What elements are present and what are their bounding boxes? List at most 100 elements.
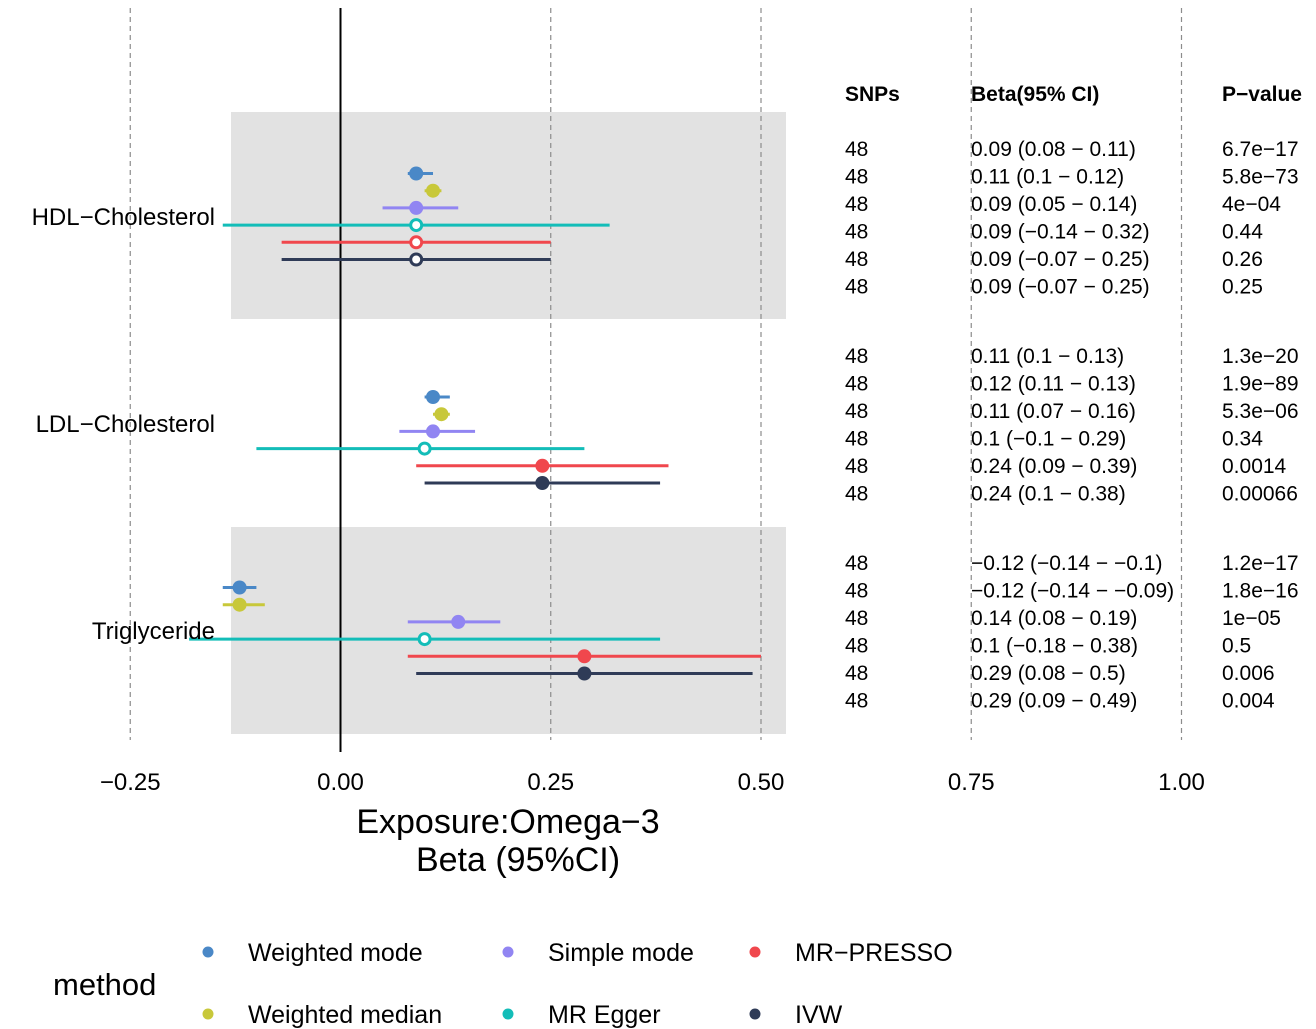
legend-swatch xyxy=(749,1008,761,1020)
x-axis-ticks: −0.25 0.00 0.25 0.50 0.75 1.00 xyxy=(100,769,1205,796)
table-snps: 48 xyxy=(845,166,868,189)
outcome-label: HDL−Cholesterol xyxy=(32,204,215,231)
estimate-point xyxy=(409,218,424,233)
table-pvalue: 6.7e−17 xyxy=(1222,138,1299,161)
legend-label: Weighted median xyxy=(248,1001,442,1029)
table-snps: 48 xyxy=(845,138,868,161)
x-tick-label: 0.50 xyxy=(738,769,785,796)
table-header: SNPs xyxy=(845,83,900,106)
table-pvalue: 0.5 xyxy=(1222,635,1251,658)
table-beta-ci: −0.12 (−0.14 − −0.1) xyxy=(971,552,1162,575)
table-snps: 48 xyxy=(845,483,868,506)
outcome-label: LDL−Cholesterol xyxy=(36,411,215,438)
table-beta-ci: 0.12 (0.11 − 0.13) xyxy=(971,373,1136,396)
table-pvalue: 0.25 xyxy=(1222,276,1263,299)
table-pvalue: 1.2e−17 xyxy=(1222,552,1299,575)
x-tick-label: 0.25 xyxy=(527,769,574,796)
x-axis-subtitle: Beta (95%CI) xyxy=(416,841,620,879)
estimate-point xyxy=(232,580,247,595)
table-snps: 48 xyxy=(845,400,868,423)
estimate-point xyxy=(409,166,424,181)
table-beta-ci: 0.29 (0.08 − 0.5) xyxy=(971,662,1126,685)
table-beta-ci: 0.09 (0.08 − 0.11) xyxy=(971,138,1136,161)
table-snps: 48 xyxy=(845,552,868,575)
table-beta-ci: 0.24 (0.1 − 0.38) xyxy=(971,483,1126,506)
estimate-point xyxy=(535,476,550,490)
estimate-point xyxy=(434,407,449,422)
table-snps: 48 xyxy=(845,607,868,630)
table-beta-ci: 0.09 (−0.14 − 0.32) xyxy=(971,221,1150,244)
x-tick-label: 1.00 xyxy=(1158,769,1205,796)
table-pvalue: 0.006 xyxy=(1222,662,1275,685)
table-header: P−value xyxy=(1222,83,1302,106)
table-pvalue: 0.44 xyxy=(1222,221,1263,244)
table-snps: 48 xyxy=(845,635,868,658)
x-tick-label: −0.25 xyxy=(100,769,161,796)
table-snps: 48 xyxy=(845,580,868,603)
grid-lines xyxy=(129,8,1183,740)
estimate-points xyxy=(232,166,592,681)
estimate-point xyxy=(426,183,441,198)
legend-label: MR Egger xyxy=(548,1001,661,1029)
estimate-point xyxy=(577,666,592,681)
legend-label: Simple mode xyxy=(548,939,694,967)
table-snps: 48 xyxy=(845,345,868,368)
table-pvalue: 5.8e−73 xyxy=(1222,166,1299,189)
legend-label: IVW xyxy=(795,1001,843,1029)
legend-swatch xyxy=(502,946,514,958)
x-tick-label: 0.75 xyxy=(948,769,995,796)
table-pvalue: 1.9e−89 xyxy=(1222,373,1299,396)
table-snps: 48 xyxy=(845,276,868,299)
table-snps: 48 xyxy=(845,690,868,713)
table-snps: 48 xyxy=(845,193,868,216)
table-snps: 48 xyxy=(845,662,868,685)
estimate-point xyxy=(426,424,441,439)
estimate-point xyxy=(426,390,441,404)
outcome-labels: HDL−Cholesterol LDL−Cholesterol Triglyceri… xyxy=(32,204,215,645)
table-header: Beta(95% CI) xyxy=(971,83,1099,106)
outcome-band xyxy=(231,112,786,319)
table-pvalue: 0.34 xyxy=(1222,428,1263,451)
table-beta-ci: 0.09 (0.05 − 0.14) xyxy=(971,193,1137,216)
estimate-point xyxy=(577,649,592,664)
legend-label: MR−PRESSO xyxy=(795,939,953,967)
results-table: SNPs Beta(95% CI) P−value 48 0.09 (0.08 − 0.… xyxy=(845,83,1302,713)
table-beta-ci: 0.24 (0.09 − 0.39) xyxy=(971,455,1137,478)
table-snps: 48 xyxy=(845,373,868,396)
table-pvalue: 1e−05 xyxy=(1222,607,1281,630)
table-pvalue: 0.004 xyxy=(1222,690,1275,713)
table-pvalue: 1.3e−20 xyxy=(1222,345,1299,368)
outcome-bands xyxy=(231,112,786,734)
legend-swatch xyxy=(749,946,761,958)
estimate-point xyxy=(535,458,550,473)
table-beta-ci: 0.09 (−0.07 − 0.25) xyxy=(971,248,1150,271)
legend-swatch xyxy=(502,1008,514,1020)
table-beta-ci: 0.29 (0.09 − 0.49) xyxy=(971,690,1137,713)
table-beta-ci: 0.14 (0.08 − 0.19) xyxy=(971,607,1137,630)
table-pvalue: 0.0014 xyxy=(1222,455,1287,478)
table-beta-ci: 0.1 (−0.18 − 0.38) xyxy=(971,635,1138,658)
legend-swatch xyxy=(202,1008,214,1020)
table-snps: 48 xyxy=(845,455,868,478)
table-pvalue: 0.00066 xyxy=(1222,483,1298,506)
estimate-point xyxy=(409,235,424,250)
x-axis-title: Exposure:Omega−3 xyxy=(356,803,659,841)
table-beta-ci: 0.09 (−0.07 − 0.25) xyxy=(971,276,1150,299)
estimate-point xyxy=(417,632,432,647)
legend-label: Weighted mode xyxy=(248,939,423,967)
table-beta-ci: −0.12 (−0.14 − −0.09) xyxy=(971,580,1174,603)
table-pvalue: 1.8e−16 xyxy=(1222,580,1299,603)
estimate-point xyxy=(451,614,466,629)
outcome-label: Triglyceride xyxy=(92,618,215,645)
x-tick-label: 0.00 xyxy=(317,769,364,796)
table-beta-ci: 0.11 (0.1 − 0.13) xyxy=(971,345,1124,368)
table-pvalue: 0.26 xyxy=(1222,248,1263,271)
legend-title: method xyxy=(53,967,156,1002)
legend: method Weighted mode Simple mode MR−PRESSO… xyxy=(53,939,953,1029)
table-pvalue: 5.3e−06 xyxy=(1222,400,1299,423)
table-beta-ci: 0.11 (0.07 − 0.16) xyxy=(971,400,1136,423)
table-beta-ci: 0.11 (0.1 − 0.12) xyxy=(971,166,1124,189)
table-pvalue: 4e−04 xyxy=(1222,193,1281,216)
table-snps: 48 xyxy=(845,248,868,271)
